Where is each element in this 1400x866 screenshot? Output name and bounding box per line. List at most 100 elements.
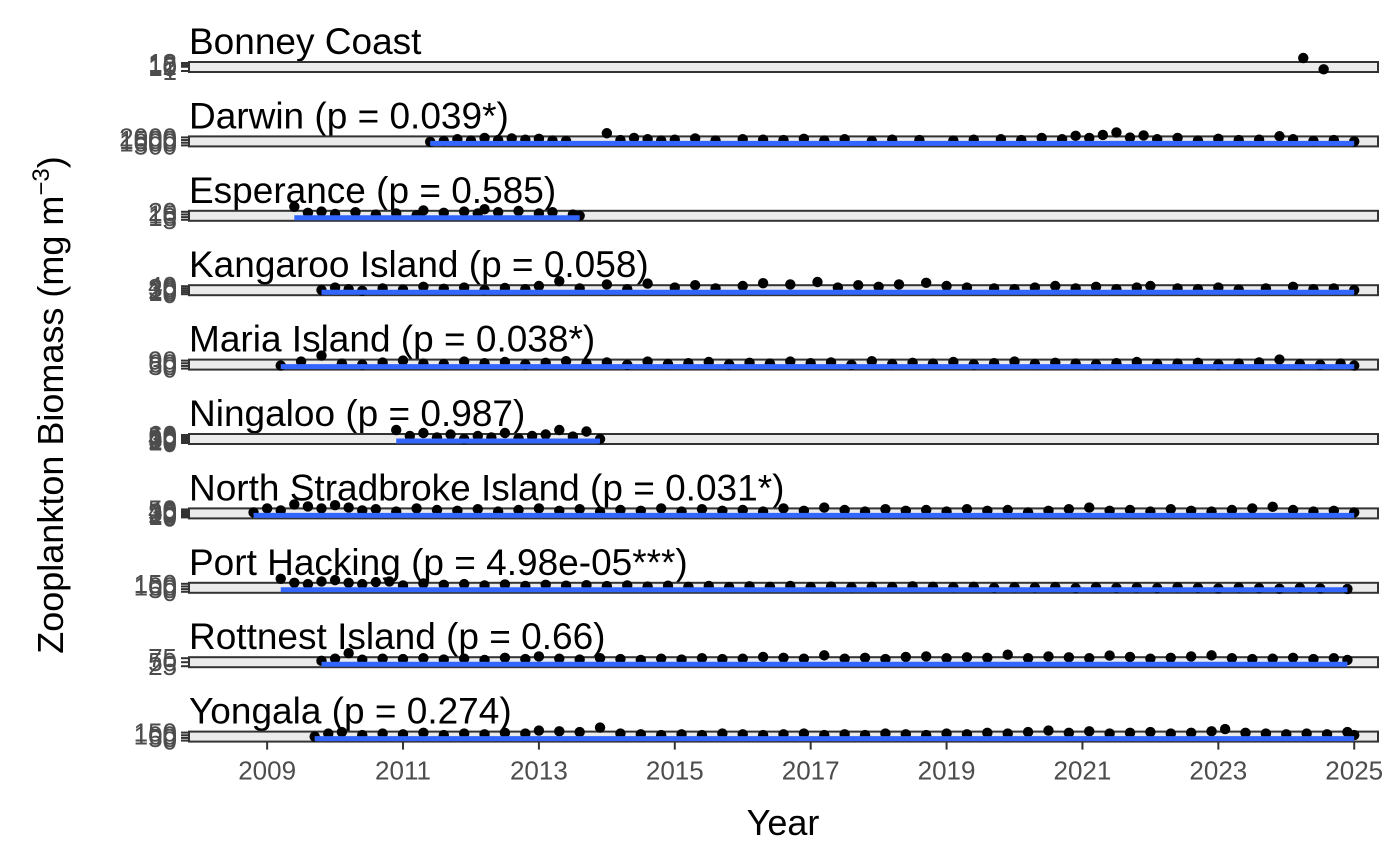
data-point [1240,727,1251,739]
data-point [737,280,748,292]
data-point [941,280,952,292]
y-tick-label: 15 [148,199,177,229]
data-point [581,426,592,437]
data-point [1247,653,1258,665]
data-point [1124,727,1136,739]
y-tick-label: 50 [148,574,177,604]
data-point [594,653,606,664]
data-point [1002,649,1013,660]
y-axis-title-main: Zooplankton Biomass (mg m [30,196,71,654]
panel-title: Ningaloo (p = 0.987) [189,393,525,434]
data-point [1063,652,1075,663]
data-point [554,726,565,737]
data-point [1145,280,1156,292]
data-point [458,653,470,664]
data-point [920,504,932,516]
data-point [533,651,545,662]
panel-title: North Stradbroke Island (p = 0.031*) [189,467,784,508]
data-point [866,356,878,367]
data-point [499,727,511,739]
data-point [941,653,952,664]
y-tick-label: 1 [163,56,177,86]
data-point [601,279,613,290]
data-point [873,281,884,292]
data-point [1124,504,1136,516]
panel-title: Rottnest Island (p = 0.66) [189,616,606,657]
data-point [554,424,565,436]
data-point [520,653,531,665]
data-point [418,578,429,589]
y-tick-label: 0 [163,726,177,756]
data-point [547,207,558,218]
y-tick-label: 10 [148,427,177,457]
data-point [343,648,354,659]
data-point [1124,132,1136,143]
data-point [1185,651,1197,662]
data-point [1084,653,1095,664]
data-point [397,355,409,366]
data-point [458,206,470,217]
data-point [533,280,545,292]
data-point [418,653,429,664]
data-point [574,504,585,515]
data-point [1287,281,1299,292]
data-point [1172,132,1183,144]
data-point [343,502,354,513]
y-tick-label: 10 [148,501,177,531]
data-point [560,356,572,367]
data-point [289,577,300,588]
data-point [1138,130,1149,141]
y-tick-label: 20 [148,197,177,227]
data-point [275,573,286,584]
x-tick-label: 2017 [782,756,840,786]
y-tick-label: 1000 [119,128,177,158]
data-point [1165,652,1176,663]
panel-title: Maria Island (p = 0.038*) [189,319,595,360]
data-point [458,578,470,590]
y-tick-label: 10 [148,277,177,307]
data-point [397,653,409,665]
data-point [839,504,850,516]
data-point [656,653,667,664]
data-point [982,727,993,739]
data-point [499,652,511,663]
panel-title: Port Hacking (p = 4.98e-05***) [189,542,688,583]
data-point [302,578,314,590]
data-point [445,429,456,440]
data-point [1022,653,1034,664]
data-point [1090,281,1102,292]
y-tick-label: 500 [134,130,177,160]
data-point [880,504,891,515]
y-tick-label: 0 [163,428,177,458]
data-point [329,500,341,511]
data-point [316,350,327,361]
panel-strip [188,61,1379,73]
data-point [1226,653,1238,664]
panel-title: Darwin (p = 0.039*) [189,95,509,136]
y-axis-title-close: ) [30,156,71,168]
data-point [1318,64,1329,75]
panel-title: Kangaroo Island (p = 0.058) [189,244,649,285]
x-tick-label: 2013 [510,756,568,786]
data-point [1070,130,1081,142]
data-point [316,206,327,217]
y-tick-label: 30 [148,498,177,528]
panel-title: Esperance (p = 0.585) [189,170,556,211]
data-point [778,503,789,514]
x-tick-label: 2023 [1189,756,1247,786]
y-tick-label: 100 [134,571,177,601]
data-point [1274,354,1285,365]
y-axis-title: Zooplankton Biomass (mg m−3) [28,156,71,654]
panel-strip [188,209,1379,222]
data-point [1097,129,1109,141]
y-tick-label: 90 [148,346,177,376]
y-tick-label: 30 [148,273,177,303]
data-point [859,652,871,663]
data-point [1219,723,1231,735]
